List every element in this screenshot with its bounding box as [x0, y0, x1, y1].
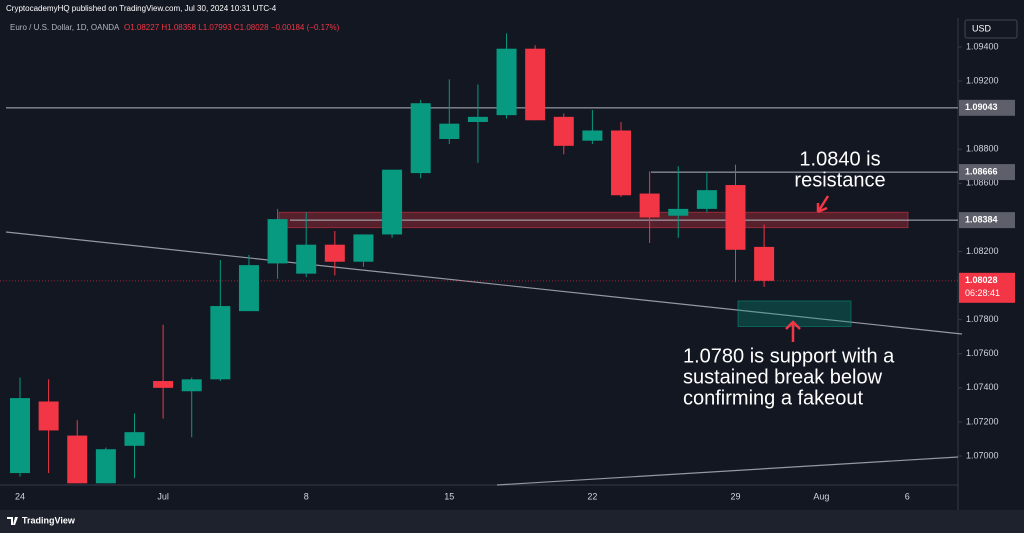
trend-line [496, 456, 959, 486]
candle-body [439, 123, 460, 140]
price-label-box [959, 212, 1015, 229]
x-tick-label: 15 [444, 491, 454, 501]
price-label-box [959, 164, 1015, 181]
candle-body [668, 208, 689, 216]
footer-text: TradingView [22, 515, 76, 525]
candle-body [410, 103, 431, 174]
candle-body [496, 48, 517, 116]
price-label: 1.09043 [965, 102, 998, 112]
candle-body [10, 398, 30, 474]
candle-body [181, 379, 202, 392]
candle-body [467, 116, 488, 122]
candle-body [38, 401, 59, 431]
currency-box[interactable] [964, 19, 1018, 39]
candle-body [353, 234, 374, 262]
countdown: 06:28:41 [965, 288, 1000, 298]
candle-body [238, 265, 259, 312]
x-tick-label: 6 [905, 491, 910, 501]
last-price-box [959, 272, 1015, 303]
candle-body [296, 244, 317, 274]
y-tick-label: 1.09200 [966, 75, 999, 85]
x-tick-label: 24 [15, 491, 25, 501]
candle-body [725, 185, 746, 250]
candle-body [382, 169, 403, 235]
candle-body [210, 306, 231, 380]
y-tick-label: 1.08200 [966, 246, 999, 256]
annotation: 1.0780 is support with a [683, 345, 895, 367]
x-tick-label: 29 [730, 491, 740, 501]
y-tick-label: 1.07200 [966, 416, 999, 426]
x-tick-label: Aug [813, 491, 829, 501]
candle-body [153, 381, 174, 388]
trend-line [5, 231, 963, 335]
candle-body [553, 116, 574, 146]
candle-body [754, 246, 775, 281]
candle-body [324, 244, 345, 262]
price-label: 1.08384 [965, 215, 998, 225]
y-tick-label: 1.07800 [966, 314, 999, 324]
x-tick-label: Jul [157, 491, 169, 501]
y-tick-label: 1.08600 [966, 178, 999, 188]
annotation: 1.0840 is [799, 148, 880, 170]
y-tick-label: 1.07600 [966, 348, 999, 358]
footer-logo [7, 517, 18, 525]
candle-body [124, 432, 145, 446]
source: CryptocademyHQ published on TradingView.… [6, 4, 277, 13]
annotation: sustained break below [683, 366, 883, 388]
symbol: Euro / U.S. Dollar, 1D, OANDA [10, 23, 120, 32]
y-tick-label: 1.07000 [966, 450, 999, 460]
candle-body [67, 435, 88, 484]
candle-body [696, 190, 717, 209]
arrow [785, 320, 801, 342]
x-tick-label: 22 [587, 491, 597, 501]
annotation: resistance [794, 169, 885, 191]
price-label: 1.08666 [965, 166, 998, 176]
candle-body [582, 130, 603, 141]
x-tick-label: 8 [304, 491, 309, 501]
y-tick-label: 1.09400 [966, 41, 999, 51]
candle-body [267, 219, 288, 264]
candle-body [525, 48, 546, 121]
currency: USD [972, 23, 992, 33]
price-label-box [959, 99, 1015, 116]
y-tick-label: 1.08800 [966, 144, 999, 154]
arrow [816, 195, 830, 214]
ohlc-legend: O1.08227 H1.08358 L1.07993 C1.08028 −0.0… [124, 23, 340, 32]
candle-body [95, 449, 116, 484]
last-price-label: 1.08028 [965, 275, 998, 285]
annotation: confirming a fakeout [683, 387, 864, 409]
logo [7, 517, 18, 525]
candle-body [639, 193, 660, 218]
footer-bar [0, 510, 1024, 533]
candle-body [611, 130, 632, 196]
y-tick-label: 1.07400 [966, 382, 999, 392]
